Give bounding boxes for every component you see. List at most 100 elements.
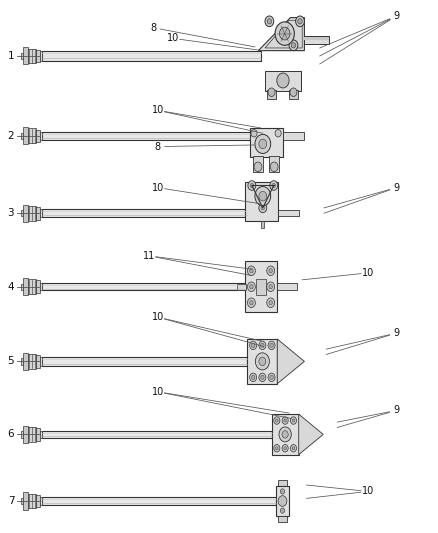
FancyBboxPatch shape xyxy=(21,210,23,216)
Circle shape xyxy=(274,445,280,452)
FancyBboxPatch shape xyxy=(40,497,42,505)
FancyBboxPatch shape xyxy=(289,90,298,99)
Circle shape xyxy=(250,285,253,289)
FancyBboxPatch shape xyxy=(40,431,42,438)
Circle shape xyxy=(272,183,276,188)
FancyBboxPatch shape xyxy=(36,130,40,142)
FancyBboxPatch shape xyxy=(21,284,23,290)
FancyBboxPatch shape xyxy=(21,498,23,504)
FancyBboxPatch shape xyxy=(23,47,28,64)
Circle shape xyxy=(259,203,267,213)
FancyBboxPatch shape xyxy=(23,127,28,144)
Text: 6: 6 xyxy=(7,430,14,439)
FancyBboxPatch shape xyxy=(40,132,42,140)
Circle shape xyxy=(292,447,295,450)
Circle shape xyxy=(255,187,271,206)
Circle shape xyxy=(290,445,297,452)
Text: 10: 10 xyxy=(152,387,164,397)
FancyBboxPatch shape xyxy=(42,357,247,366)
Circle shape xyxy=(296,16,304,27)
Circle shape xyxy=(261,206,265,210)
Text: 10: 10 xyxy=(167,34,179,43)
Circle shape xyxy=(261,343,264,348)
FancyBboxPatch shape xyxy=(304,37,328,40)
FancyBboxPatch shape xyxy=(278,516,287,522)
FancyBboxPatch shape xyxy=(304,36,328,44)
FancyBboxPatch shape xyxy=(28,128,36,143)
FancyBboxPatch shape xyxy=(42,132,250,140)
FancyBboxPatch shape xyxy=(42,51,261,61)
Polygon shape xyxy=(265,20,302,48)
Circle shape xyxy=(269,301,272,305)
Circle shape xyxy=(290,417,297,424)
FancyBboxPatch shape xyxy=(28,206,36,221)
Circle shape xyxy=(290,88,297,96)
Circle shape xyxy=(250,341,257,350)
Circle shape xyxy=(276,419,278,422)
FancyBboxPatch shape xyxy=(40,357,42,366)
FancyBboxPatch shape xyxy=(23,278,28,295)
Circle shape xyxy=(247,266,255,276)
FancyBboxPatch shape xyxy=(283,132,304,140)
FancyBboxPatch shape xyxy=(261,221,264,228)
Circle shape xyxy=(250,373,257,382)
FancyBboxPatch shape xyxy=(21,431,23,438)
Circle shape xyxy=(268,341,275,350)
Circle shape xyxy=(277,73,289,88)
Text: 10: 10 xyxy=(152,312,164,322)
Circle shape xyxy=(298,19,302,24)
FancyBboxPatch shape xyxy=(276,486,289,516)
Circle shape xyxy=(255,134,271,154)
FancyBboxPatch shape xyxy=(253,156,263,172)
Circle shape xyxy=(280,489,285,494)
Circle shape xyxy=(247,298,255,308)
FancyBboxPatch shape xyxy=(277,283,297,290)
FancyBboxPatch shape xyxy=(278,210,299,216)
FancyBboxPatch shape xyxy=(21,53,23,59)
Text: 3: 3 xyxy=(7,208,14,218)
Circle shape xyxy=(250,269,253,273)
Circle shape xyxy=(259,373,266,382)
Circle shape xyxy=(274,417,280,424)
Circle shape xyxy=(251,130,257,137)
Circle shape xyxy=(282,445,288,452)
FancyBboxPatch shape xyxy=(42,209,247,217)
FancyBboxPatch shape xyxy=(28,49,36,63)
Circle shape xyxy=(270,181,278,190)
Text: 5: 5 xyxy=(7,357,14,366)
FancyBboxPatch shape xyxy=(36,280,40,293)
Circle shape xyxy=(247,282,255,292)
FancyBboxPatch shape xyxy=(28,354,36,369)
Circle shape xyxy=(269,285,272,289)
Circle shape xyxy=(282,417,288,424)
Circle shape xyxy=(279,427,291,442)
Circle shape xyxy=(248,181,256,190)
Text: 10: 10 xyxy=(152,183,164,192)
Text: 9: 9 xyxy=(393,11,399,21)
Circle shape xyxy=(259,139,267,149)
Circle shape xyxy=(270,375,273,379)
Circle shape xyxy=(250,301,253,305)
FancyBboxPatch shape xyxy=(36,428,40,441)
Circle shape xyxy=(276,447,278,450)
FancyBboxPatch shape xyxy=(23,426,28,443)
FancyBboxPatch shape xyxy=(250,128,283,157)
Circle shape xyxy=(251,343,255,348)
FancyBboxPatch shape xyxy=(21,358,23,365)
Circle shape xyxy=(268,88,275,96)
Circle shape xyxy=(275,22,294,45)
FancyBboxPatch shape xyxy=(237,284,246,290)
FancyBboxPatch shape xyxy=(23,492,28,510)
FancyBboxPatch shape xyxy=(21,133,23,139)
FancyBboxPatch shape xyxy=(36,50,40,62)
Text: 10: 10 xyxy=(362,487,374,496)
FancyBboxPatch shape xyxy=(272,414,299,455)
Text: 7: 7 xyxy=(7,496,14,506)
Circle shape xyxy=(282,431,288,438)
Circle shape xyxy=(268,373,275,382)
Circle shape xyxy=(269,269,272,273)
FancyBboxPatch shape xyxy=(265,71,301,91)
Text: 11: 11 xyxy=(143,251,155,261)
Circle shape xyxy=(254,162,262,172)
FancyBboxPatch shape xyxy=(23,205,28,222)
